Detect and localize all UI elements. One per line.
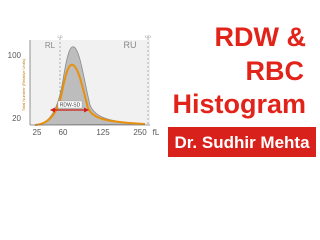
ru-label: RU bbox=[124, 40, 137, 50]
orange-curve bbox=[34, 63, 146, 126]
thumbnail: RDW-SD LD RL UD RU Total Number (Relativ… bbox=[7, 22, 316, 157]
y-label: 20 bbox=[12, 114, 21, 123]
histogram-illustration: RDW-SD LD RL UD RU Total Number (Relativ… bbox=[8, 34, 160, 137]
rdw-label-box bbox=[57, 100, 83, 109]
rdw-label: RDW-SD bbox=[60, 103, 81, 109]
page: {"header": {"title_lines": ["RDW &", "RB… bbox=[7, 22, 316, 157]
arrow-head-right bbox=[84, 107, 89, 113]
author: Dr. Sudhir Mehta bbox=[174, 133, 310, 152]
rl-label: RL bbox=[45, 41, 56, 50]
x-label: 250 bbox=[133, 128, 147, 137]
x-label: 125 bbox=[96, 128, 110, 137]
ud-label: UD bbox=[145, 34, 151, 39]
arrow-head-left bbox=[50, 107, 55, 113]
author-box bbox=[168, 127, 316, 157]
ld-label: LD bbox=[57, 34, 62, 39]
y-axis-title: Total Number (Relative Units) bbox=[21, 58, 26, 111]
title-line: RDW & bbox=[215, 22, 306, 52]
title-line: RBC bbox=[246, 56, 305, 86]
title-line: Histogram bbox=[172, 89, 306, 119]
x-label: 60 bbox=[59, 128, 68, 137]
x-unit: fL bbox=[153, 128, 160, 137]
y-label: 100 bbox=[8, 51, 22, 60]
x-label: 25 bbox=[33, 128, 42, 137]
